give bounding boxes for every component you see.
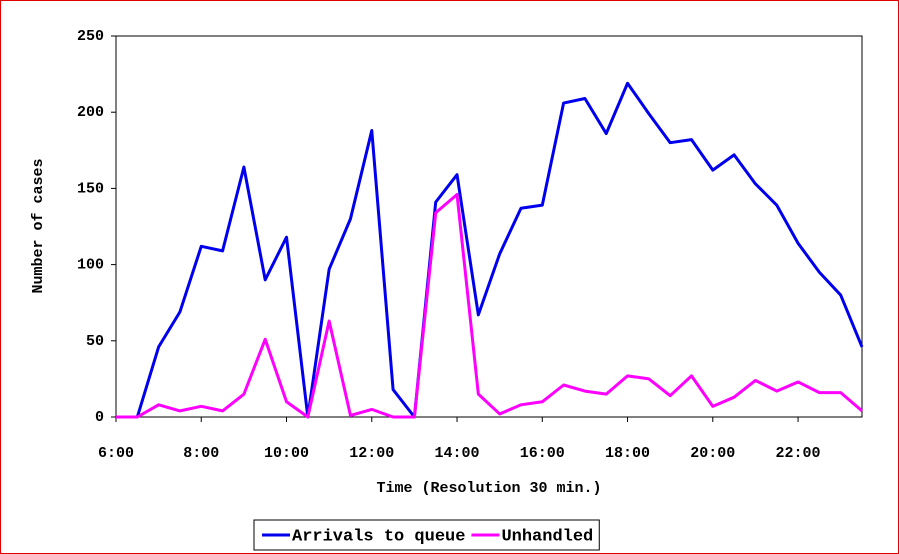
legend-label: Unhandled [501,527,593,546]
x-tick-label: 10:00 [264,445,309,462]
x-tick-label: 8:00 [183,445,219,462]
x-tick-label: 14:00 [435,445,480,462]
legend-box [253,519,600,551]
y-axis-label: Number of cases [30,158,47,293]
legend: Arrivals to queue Unhandled [253,519,600,551]
x-axis-label: Time (Resolution 30 min.) [376,480,601,497]
plot-frame [115,35,863,418]
y-tick-label: 50 [86,333,104,350]
series-line [116,81,864,419]
x-tick-label: 12:00 [349,445,394,462]
y-tick-label: 200 [77,104,104,121]
x-tick-label: 22:00 [776,445,821,462]
series-line [116,192,863,419]
y-tick-label: 250 [77,28,104,45]
y-tick-label: 100 [77,257,104,274]
legend-label: Arrivals to queue [292,527,465,546]
y-tick-label: 0 [95,409,104,426]
x-tick-label: 20:00 [690,445,735,462]
x-tick-label: 16:00 [520,445,565,462]
x-tick-label: 6:00 [98,445,134,462]
y-tick-label: 150 [77,180,104,197]
x-tick-label: 18:00 [605,445,650,462]
